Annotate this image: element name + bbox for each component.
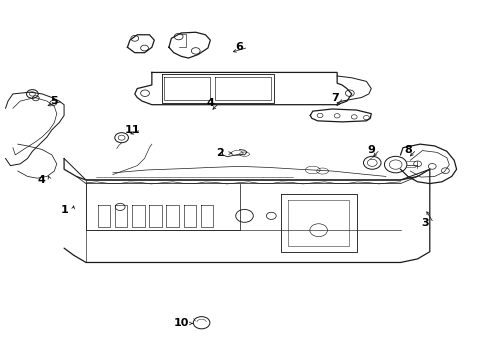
Text: 8: 8 xyxy=(403,144,411,154)
Text: 2: 2 xyxy=(216,148,224,158)
Text: 3: 3 xyxy=(420,218,428,228)
Text: 9: 9 xyxy=(366,144,374,154)
Text: 11: 11 xyxy=(124,125,140,135)
Text: 4: 4 xyxy=(37,175,45,185)
Text: 6: 6 xyxy=(235,42,243,52)
Text: 7: 7 xyxy=(330,93,338,103)
Text: 5: 5 xyxy=(50,96,58,106)
Text: 10: 10 xyxy=(173,319,188,328)
Text: 1: 1 xyxy=(60,206,68,216)
Text: 4: 4 xyxy=(206,98,214,108)
